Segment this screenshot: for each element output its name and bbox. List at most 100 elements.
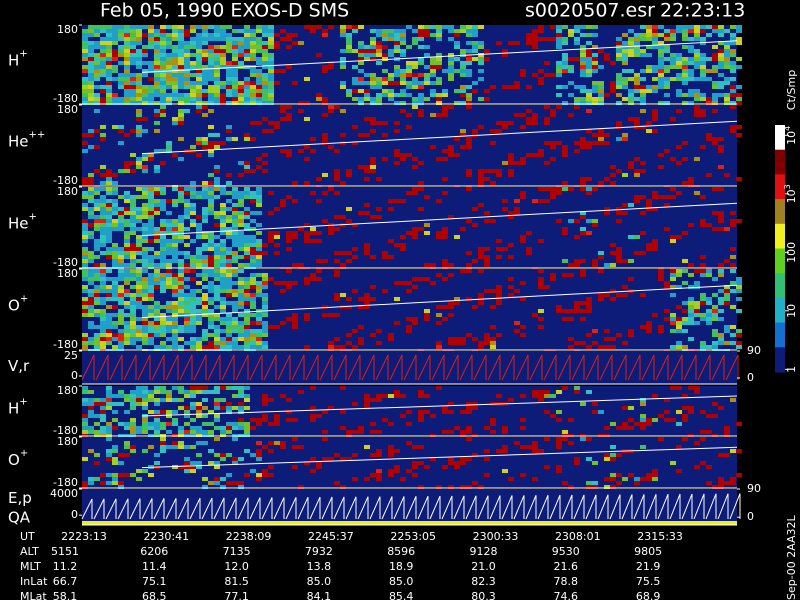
- spectrogram-cell: [136, 235, 142, 239]
- spectrogram-cell: [442, 105, 448, 109]
- spectrogram-cell: [118, 461, 124, 465]
- panel-label-text: H: [8, 51, 19, 69]
- spectrogram-cell: [394, 243, 400, 247]
- spectrogram-cell: [400, 73, 406, 77]
- spectrogram-cell: [190, 321, 196, 325]
- spectrogram-cell: [214, 251, 220, 255]
- spectrogram-cell: [196, 223, 202, 227]
- spectrogram-cell: [124, 293, 130, 297]
- spectrogram-cell: [352, 402, 358, 406]
- spectrogram-cell: [496, 289, 502, 293]
- spectrogram-cell: [448, 305, 454, 309]
- spectrogram-cell: [172, 410, 178, 414]
- spectrogram-cell: [124, 33, 130, 37]
- spectrogram-cell: [448, 53, 454, 57]
- spectrogram-cell: [496, 121, 502, 125]
- spectrogram-cell: [256, 49, 262, 53]
- spectrogram-cell: [544, 285, 550, 289]
- spectrogram-cell: [190, 465, 196, 469]
- spectrogram-cell: [94, 453, 100, 457]
- spectrogram-cell: [244, 235, 250, 239]
- spectrogram-cell: [160, 321, 166, 325]
- spectrogram-cell: [586, 41, 592, 45]
- spectrogram-cell: [82, 305, 88, 309]
- spectrogram-cell: [82, 285, 88, 289]
- spectrogram-cell: [688, 297, 694, 301]
- spectrogram-cell: [262, 445, 268, 449]
- spectrogram-cell: [166, 337, 172, 341]
- spectrogram-cell: [136, 53, 142, 57]
- spectrogram-cell: [460, 269, 466, 273]
- spectrogram-cell: [178, 259, 184, 263]
- spectrogram-cell: [376, 430, 382, 434]
- spectrogram-cell: [208, 173, 214, 177]
- spectrogram-cell: [244, 337, 250, 341]
- spectrogram-cell: [238, 29, 244, 33]
- spectrogram-cell: [136, 227, 142, 231]
- spectrogram-cell: [346, 33, 352, 37]
- spectrogram-cell: [94, 57, 100, 61]
- spectrogram-cell: [352, 255, 358, 259]
- spectrogram-cell: [118, 345, 124, 349]
- spectrogram-cell: [178, 277, 184, 281]
- spectrogram-cell: [268, 101, 274, 105]
- spectrogram-cell: [226, 325, 232, 329]
- spectrogram-cell: [640, 97, 646, 101]
- spectrogram-cell: [454, 341, 460, 345]
- spectrogram-cell: [160, 441, 166, 445]
- spectrogram-cell: [100, 341, 106, 345]
- spectrogram-cell: [472, 25, 478, 29]
- spectrogram-cell: [202, 187, 208, 191]
- spectrogram-cell: [562, 317, 568, 321]
- spectrogram-cell: [142, 203, 148, 207]
- spectrogram-cell: [238, 333, 244, 337]
- spectrogram-cell: [406, 125, 412, 129]
- spectrogram-cell: [166, 317, 172, 321]
- spectrogram-cell: [622, 293, 628, 297]
- spectrogram-cell: [142, 33, 148, 37]
- spectrogram-cell: [484, 426, 490, 430]
- spectrogram-cell: [310, 386, 316, 390]
- spectrogram-cell: [88, 305, 94, 309]
- spectrogram-cell: [106, 398, 112, 402]
- spectrogram-cell: [106, 437, 112, 441]
- spectrogram-cell: [88, 259, 94, 263]
- panel: [82, 437, 742, 489]
- spectrogram-cell: [184, 49, 190, 53]
- spectrogram-cell: [148, 285, 154, 289]
- spectrogram-cell: [340, 65, 346, 69]
- spectrogram-cell: [646, 199, 652, 203]
- spectrogram-cell: [580, 97, 586, 101]
- y-tick-label: 180: [57, 435, 78, 448]
- spectrogram-cell: [286, 269, 292, 273]
- spectrogram-cell: [244, 187, 250, 191]
- spectrogram-cell: [106, 53, 112, 57]
- spectrogram-cell: [364, 93, 370, 97]
- spectrogram-cell: [100, 215, 106, 219]
- spectrogram-cell: [478, 293, 484, 297]
- spectrogram-cell: [478, 53, 484, 57]
- spectrogram-cell: [706, 77, 712, 81]
- spectrogram-cell: [556, 73, 562, 77]
- spectrogram-cell: [130, 445, 136, 449]
- spectrogram-cell: [226, 281, 232, 285]
- spectrogram-cell: [190, 211, 196, 215]
- spectrogram-cell: [688, 89, 694, 93]
- y-tick-label: 180: [57, 103, 78, 116]
- spectrogram-cell: [250, 93, 256, 97]
- spectrogram-cell: [292, 325, 298, 329]
- spectrogram-cell: [262, 85, 268, 89]
- spectrogram-cell: [82, 223, 88, 227]
- spectrogram-cell: [268, 41, 274, 45]
- spectrogram-cell: [400, 93, 406, 97]
- spectrogram-cell: [250, 337, 256, 341]
- panel-label-sup: +: [19, 49, 27, 60]
- spectrogram-cell: [550, 141, 556, 145]
- spectrogram-cell: [256, 29, 262, 33]
- spectrogram-cell: [508, 398, 514, 402]
- spectrogram-cell: [328, 65, 334, 69]
- spectrogram-cell: [460, 457, 466, 461]
- spectrogram-cell: [190, 93, 196, 97]
- spectrogram-cell: [94, 239, 100, 243]
- spectrogram-cell: [454, 33, 460, 37]
